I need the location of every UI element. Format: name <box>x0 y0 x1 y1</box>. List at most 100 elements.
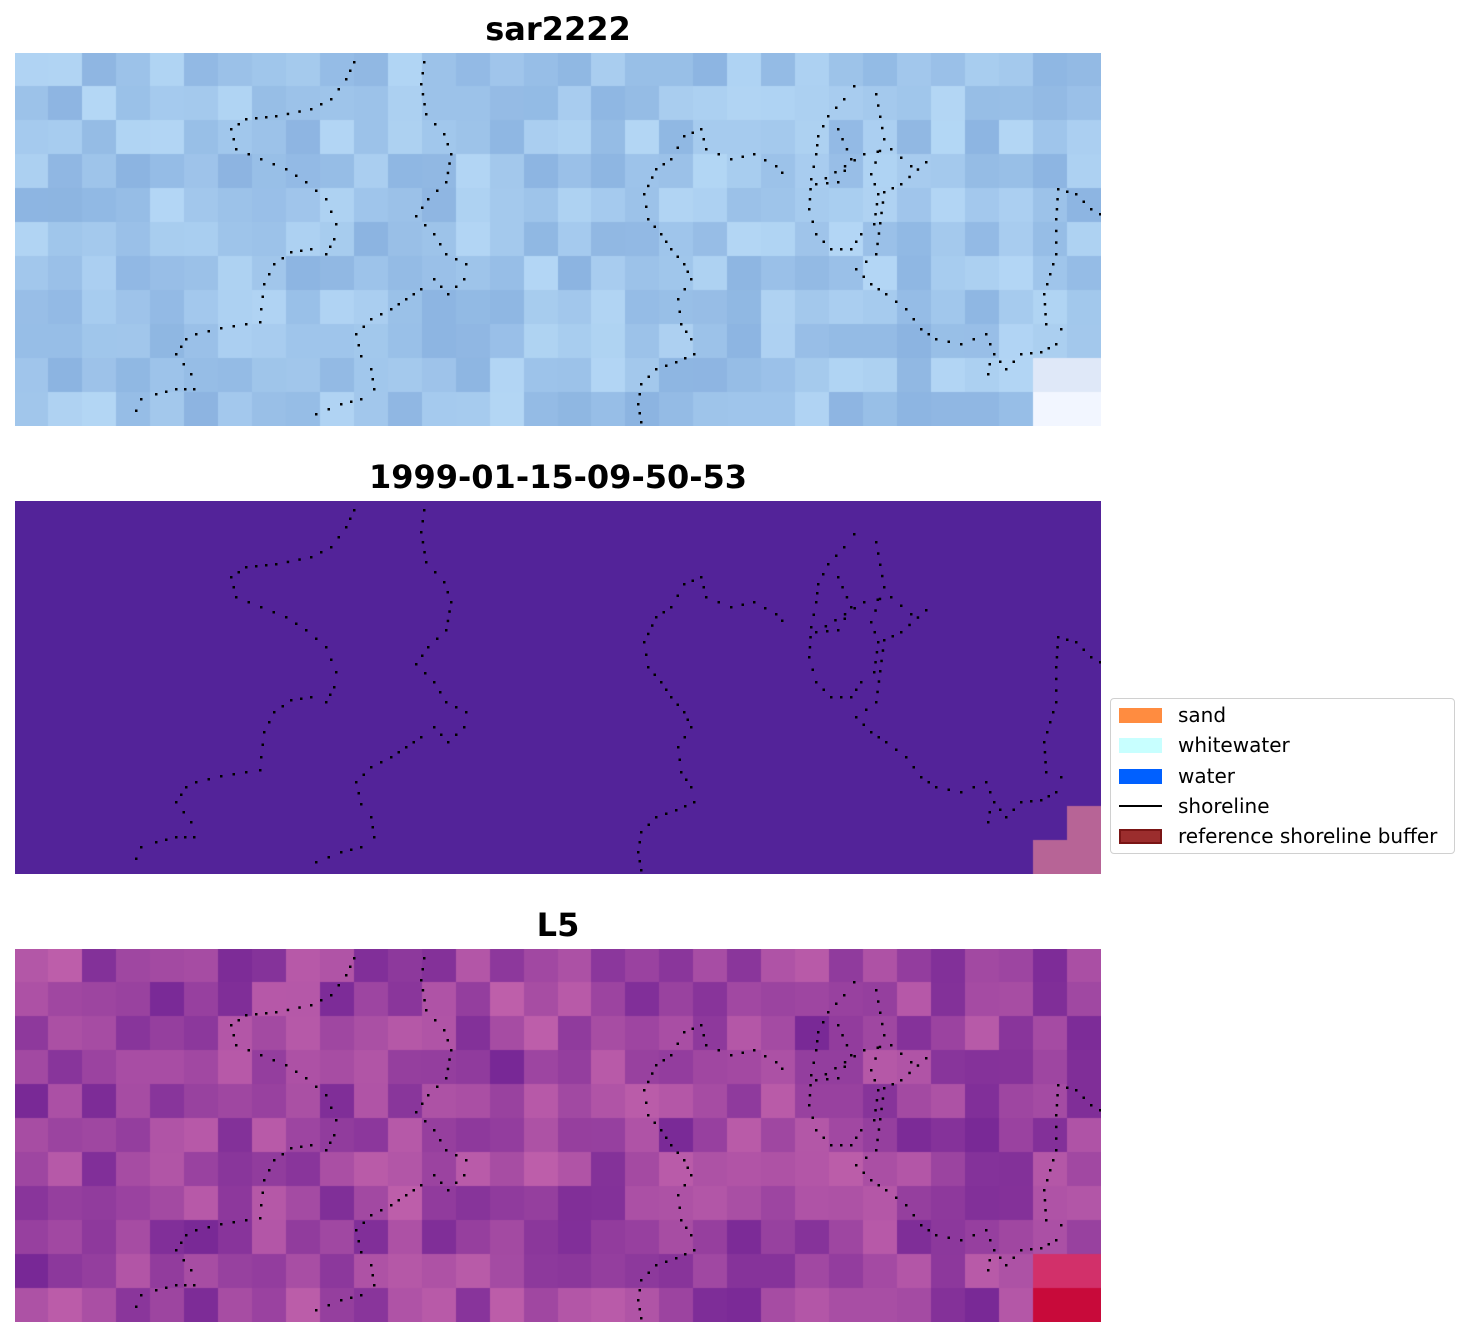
shoreline-dot <box>412 1189 415 1192</box>
shoreline-dot <box>841 138 844 141</box>
shoreline-dot <box>260 1204 263 1207</box>
shoreline-dot <box>822 240 825 243</box>
shoreline-dot <box>305 1077 308 1080</box>
shoreline-dot <box>900 156 903 159</box>
shoreline-dot <box>676 594 679 597</box>
shoreline-dot <box>345 974 348 977</box>
shoreline-dot <box>781 1067 784 1070</box>
shoreline-dot <box>295 174 298 177</box>
shoreline-dot <box>900 604 903 607</box>
shoreline-dot <box>165 838 168 841</box>
shoreline-dot <box>190 1269 193 1272</box>
panel-title-2: 1999-01-15-09-50-53 <box>368 458 748 496</box>
shoreline-dot <box>835 106 838 109</box>
shoreline-dot <box>245 771 248 774</box>
shoreline-dot <box>207 778 210 781</box>
shoreline-dot <box>855 688 858 691</box>
shoreline-dot <box>275 1011 278 1014</box>
shoreline-dot <box>912 318 915 321</box>
shoreline-dot <box>259 321 262 324</box>
shoreline-dot <box>1055 1104 1059 1107</box>
shoreline-dot <box>420 531 423 534</box>
shoreline-dot <box>900 631 903 634</box>
shoreline-dot <box>808 656 811 659</box>
shoreline-dot <box>405 746 408 749</box>
shoreline-dot <box>1012 808 1015 811</box>
shoreline-dot <box>421 93 425 96</box>
shoreline-dot <box>245 1014 248 1017</box>
shoreline-dot <box>878 149 882 153</box>
shoreline-dot <box>808 1104 811 1107</box>
shoreline-dot <box>465 1159 468 1162</box>
shoreline-dot <box>815 601 818 604</box>
shoreline-dot <box>448 610 451 613</box>
shoreline-dot <box>840 696 843 699</box>
shoreline-dot <box>300 249 303 252</box>
shoreline-dot <box>878 597 882 601</box>
shoreline-dot <box>320 551 323 554</box>
shoreline-dot <box>1040 1247 1043 1250</box>
shoreline-dot <box>1055 701 1058 704</box>
shoreline-dot <box>655 1064 658 1067</box>
shoreline-dot <box>298 1006 301 1009</box>
shoreline-dot <box>647 184 650 188</box>
shoreline-dot <box>423 551 426 554</box>
shoreline-dot <box>685 330 688 333</box>
shoreline-dot <box>1040 351 1043 354</box>
shoreline-dot <box>686 270 689 273</box>
shoreline-dot <box>640 383 643 386</box>
shoreline-dot <box>427 198 430 201</box>
shoreline-dot <box>874 1109 877 1112</box>
shoreline-overlay <box>135 61 1101 424</box>
shoreline-dot <box>1055 689 1058 692</box>
shoreline-dot <box>879 1118 882 1121</box>
shoreline-dot <box>764 1055 767 1058</box>
shoreline-dot <box>329 693 332 696</box>
shoreline-dot <box>702 138 705 141</box>
shoreline-dot <box>645 1101 648 1104</box>
shoreline-dot <box>853 607 856 610</box>
shoreline-dot <box>883 1087 886 1090</box>
shoreline-dot <box>1052 1159 1055 1162</box>
shoreline-dot <box>815 681 818 684</box>
shoreline-dot <box>1056 1094 1059 1097</box>
shoreline-dot <box>259 1217 262 1220</box>
legend-swatch-shoreline <box>1119 805 1162 807</box>
shoreline-dot <box>1066 190 1069 193</box>
shoreline-dot <box>680 771 683 774</box>
shoreline-dot <box>691 1027 694 1030</box>
shoreline-dot <box>812 613 815 616</box>
shoreline-dot <box>184 1284 187 1287</box>
shoreline-dot <box>315 1085 318 1088</box>
shoreline-dot <box>677 298 680 301</box>
shoreline-dot <box>655 616 658 619</box>
shoreline-dot <box>730 158 733 161</box>
shoreline-dot <box>808 646 812 649</box>
image-panel-l5 <box>15 949 1101 1322</box>
shoreline-dot <box>916 168 920 171</box>
shoreline-dot <box>877 552 880 555</box>
shoreline-dot <box>840 248 843 251</box>
shoreline-dot <box>843 546 846 549</box>
shoreline-dot <box>433 1174 436 1177</box>
shoreline-dot <box>883 1034 886 1037</box>
shoreline-dot <box>421 654 424 657</box>
shoreline-dot <box>876 1046 879 1049</box>
shoreline-dot <box>330 546 333 549</box>
shoreline-dot <box>325 253 328 256</box>
shoreline-dot <box>425 561 428 564</box>
shoreline-dot <box>665 812 668 815</box>
shoreline-dot <box>295 1070 298 1073</box>
shoreline-dot <box>691 579 694 582</box>
shoreline-dot <box>421 968 424 971</box>
shoreline-dot <box>175 353 178 356</box>
shoreline-dot <box>1055 677 1058 681</box>
shoreline-dot <box>412 293 415 296</box>
shoreline-dot <box>237 571 240 574</box>
shoreline-dot <box>1055 208 1059 211</box>
shoreline-dot <box>877 193 880 196</box>
shoreline-dot <box>817 1031 820 1034</box>
legend-item-sand: sand <box>1119 703 1226 727</box>
shoreline-dot <box>415 663 418 666</box>
shoreline-dot <box>908 1071 911 1075</box>
